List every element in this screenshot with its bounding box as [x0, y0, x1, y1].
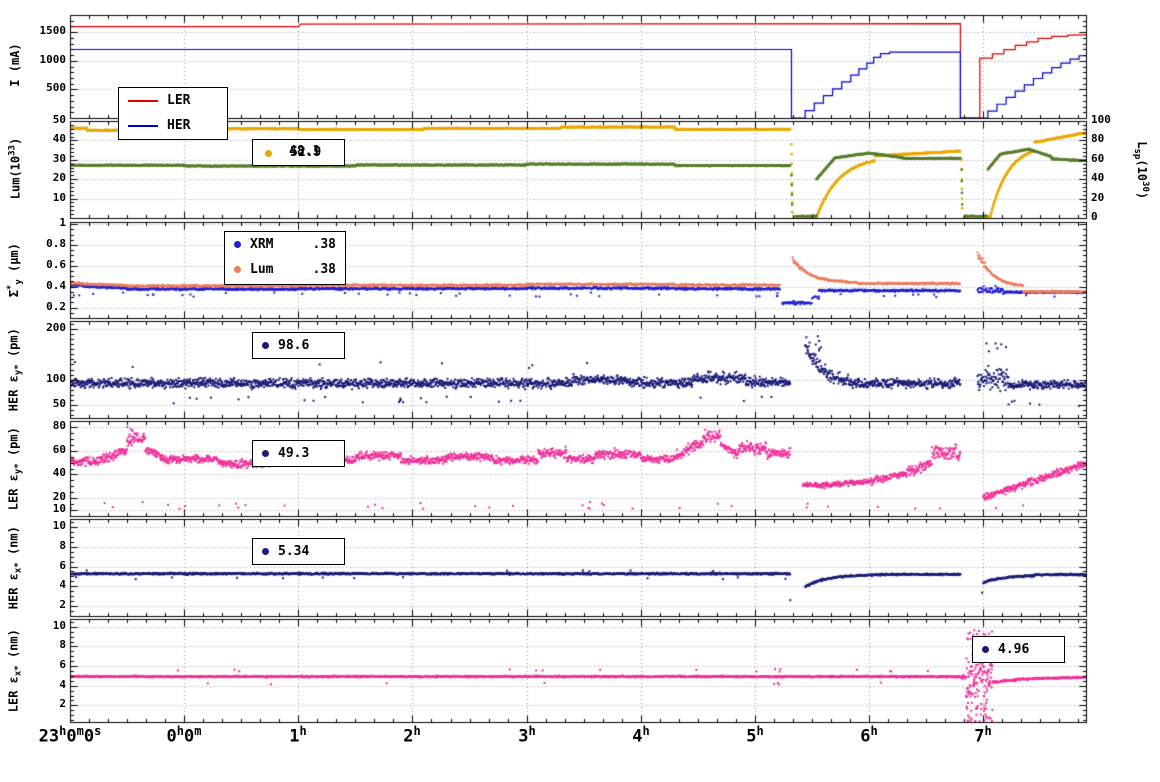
her-ey-marker-dot — [262, 342, 269, 349]
legend-ler-ey: 49.3 — [252, 440, 345, 467]
legend-sigma-y: XRM .38 Lum .38 — [224, 231, 346, 285]
lum-sigma-marker-dot — [234, 266, 241, 273]
her-ey-value: 98.6 — [278, 338, 310, 353]
ler-ey-value: 49.3 — [278, 446, 310, 461]
legend-label-xrm: XRM — [250, 237, 274, 252]
xrm-value: .38 — [312, 237, 336, 252]
ler-line-swatch — [128, 99, 158, 102]
legend-row-ler: LER — [119, 88, 227, 113]
ler-ex-value: 4.96 — [998, 642, 1030, 657]
legend-her-ex: 5.34 — [252, 538, 345, 565]
lum-value-2: 52.9 — [290, 145, 322, 160]
legend-row-lum-sigma: Lum .38 — [225, 257, 345, 282]
her-line-swatch — [128, 124, 158, 127]
legend-her-ey: 98.6 — [252, 332, 345, 359]
legend-row-xrm: XRM .38 — [225, 232, 345, 257]
legend-row-ler-ex: 4.96 — [973, 637, 1064, 662]
legend-label-lum-sigma: Lum — [250, 262, 274, 277]
legend-label-ler: LER — [167, 93, 191, 108]
lum-sigma-value: .38 — [312, 262, 336, 277]
legend-row-her: HER — [119, 113, 227, 138]
her-ex-marker-dot — [262, 548, 269, 555]
legend-luminosity: 48.1 52.9 — [252, 139, 345, 166]
ler-ey-marker-dot — [262, 450, 269, 457]
legend-row-ler-ey: 49.3 — [253, 441, 344, 466]
xrm-marker-dot — [234, 241, 241, 248]
lum-value-1: 48.1 — [289, 144, 321, 159]
her-ex-value: 5.34 — [278, 544, 310, 559]
lum-marker-dot — [265, 150, 272, 157]
legend-label-her: HER — [167, 118, 191, 133]
legend-row-her-ex: 5.34 — [253, 539, 344, 564]
legend-ler-ex: 4.96 — [972, 636, 1065, 663]
legend-row-her-ey: 98.6 — [253, 333, 344, 358]
ler-ex-marker-dot — [982, 646, 989, 653]
legend-beam-current: LER HER — [118, 87, 228, 140]
